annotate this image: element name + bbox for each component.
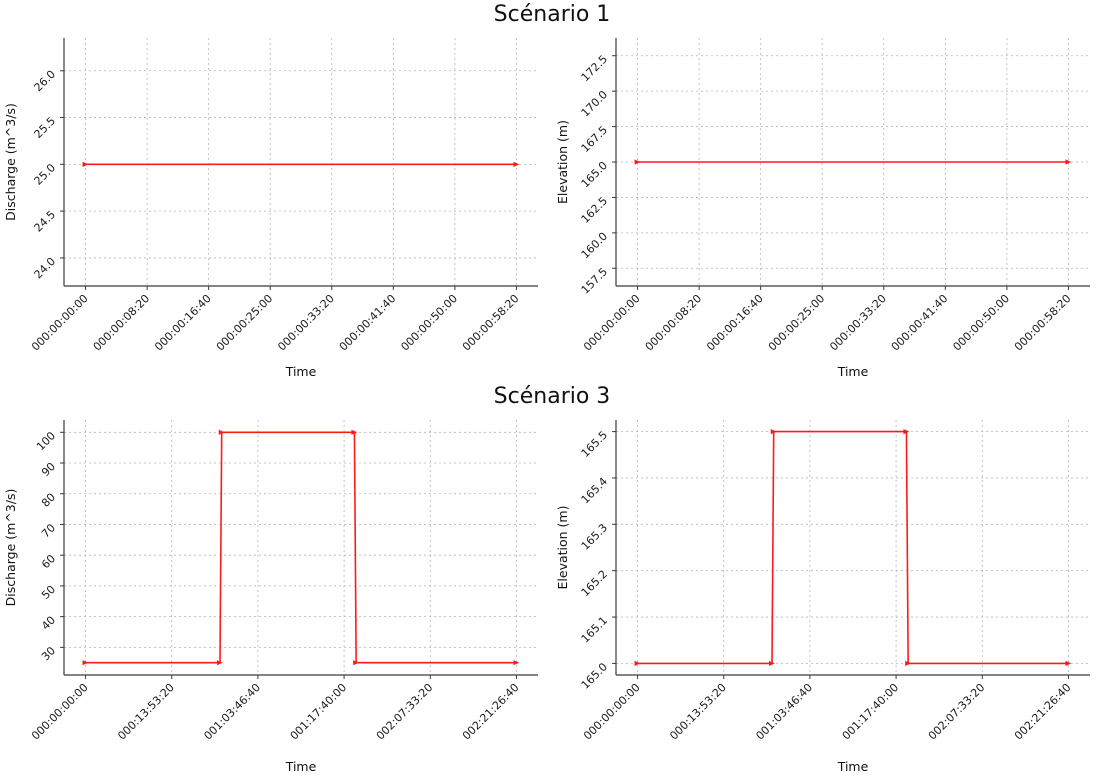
scenario1-row: 000:00:00:00 000:00:08:20 000:00:16:40 000:… bbox=[0, 30, 1104, 382]
x-tick-label: 000:00:58:20 bbox=[460, 292, 522, 354]
y-tick-label: 25.0 bbox=[32, 161, 59, 188]
y-tick-label: 30 bbox=[39, 644, 58, 663]
x-tick-label: 000:13:53:20 bbox=[115, 681, 177, 743]
chart-scenario1-discharge: 000:00:00:00 000:00:08:20 000:00:16:40 000:… bbox=[0, 30, 552, 382]
point-marker bbox=[513, 660, 520, 666]
x-tick-label: 002:21:26:40 bbox=[460, 681, 522, 743]
y-tick-label: 60 bbox=[39, 552, 58, 571]
scenario3-row: 000:00:00:00 000:13:53:20 001:03:46:40 001:… bbox=[0, 412, 1104, 777]
point-marker bbox=[770, 428, 777, 435]
y-tick-label: 24.0 bbox=[32, 255, 59, 282]
x-tick-label: 000:00:25:00 bbox=[214, 292, 276, 354]
y-tick-label: 70 bbox=[39, 521, 58, 540]
scenario1-discharge-svg: 000:00:00:00 000:00:08:20 000:00:16:40 000:… bbox=[3, 38, 538, 379]
x-tick-label: 000:00:00:00 bbox=[29, 681, 91, 743]
x-tick-label: 000:00:50:00 bbox=[398, 292, 460, 354]
x-tick-label: 000:00:00:00 bbox=[581, 681, 643, 743]
point-marker bbox=[634, 159, 641, 165]
x-tick-label: 000:00:41:40 bbox=[889, 292, 951, 354]
x-tick-label: 001:03:46:40 bbox=[201, 681, 263, 743]
scenario1-title: Scénario 1 bbox=[493, 2, 611, 27]
point-marker bbox=[82, 161, 89, 167]
x-tick-label: 000:00:58:20 bbox=[1012, 292, 1074, 354]
point-marker bbox=[1065, 660, 1072, 667]
y-tick-label: 165.1 bbox=[579, 614, 610, 645]
y-tick-label: 160.0 bbox=[579, 230, 610, 261]
y-tick-label: 162.5 bbox=[579, 194, 610, 225]
x-tick-label: 000:00:16:40 bbox=[704, 292, 766, 354]
x-axis-label: Time bbox=[285, 364, 317, 379]
point-marker bbox=[353, 660, 359, 666]
y-tick-label: 157.5 bbox=[579, 265, 610, 296]
x-tick-label: 000:00:08:20 bbox=[91, 292, 153, 354]
y-tick-label: 80 bbox=[39, 491, 58, 510]
y-axis-label: Discharge (m^3/s) bbox=[3, 489, 18, 607]
y-tick-label: 165.3 bbox=[579, 521, 610, 552]
x-tick-label: 000:00:08:20 bbox=[643, 292, 705, 354]
y-tick-label: 26.0 bbox=[32, 68, 59, 95]
point-marker bbox=[513, 161, 520, 167]
chart-scenario3-discharge: 000:00:00:00 000:13:53:20 001:03:46:40 001:… bbox=[0, 412, 552, 777]
point-marker bbox=[903, 428, 910, 435]
point-marker bbox=[634, 660, 641, 667]
x-tick-label: 000:00:00:00 bbox=[29, 292, 91, 354]
point-marker bbox=[905, 660, 911, 667]
point-marker bbox=[82, 660, 89, 666]
y-tick-label: 40 bbox=[39, 614, 58, 633]
y-tick-label: 165.0 bbox=[579, 159, 610, 190]
x-tick-label: 001:03:46:40 bbox=[753, 681, 815, 743]
x-tick-label: 001:17:40:00 bbox=[840, 681, 902, 743]
x-tick-label: 000:00:33:20 bbox=[275, 292, 337, 354]
y-tick-label: 165.0 bbox=[579, 660, 610, 691]
y-axis-label: Discharge (m^3/s) bbox=[3, 103, 18, 221]
x-tick-label: 002:21:26:40 bbox=[1012, 681, 1074, 743]
chart-scenario3-elevation: 000:00:00:00 000:13:53:20 001:03:46:40 001:… bbox=[552, 412, 1104, 777]
scenario3-elevation-svg: 000:00:00:00 000:13:53:20 001:03:46:40 001:… bbox=[555, 420, 1090, 774]
x-axis-label: Time bbox=[285, 759, 317, 774]
y-tick-label: 25.5 bbox=[32, 114, 59, 141]
scenario1-elevation-svg: 000:00:00:00 000:00:08:20 000:00:16:40 000:… bbox=[555, 38, 1090, 379]
y-tick-label: 165.5 bbox=[579, 429, 610, 460]
x-axis-label: Time bbox=[837, 759, 869, 774]
point-marker bbox=[1065, 159, 1072, 165]
x-tick-label: 000:00:25:00 bbox=[766, 292, 828, 354]
point-marker bbox=[216, 660, 223, 666]
y-tick-label: 165.2 bbox=[579, 568, 610, 599]
y-axis-label: Elevation (m) bbox=[555, 506, 570, 590]
x-tick-label: 000:00:16:40 bbox=[152, 292, 214, 354]
y-tick-label: 50 bbox=[39, 583, 58, 602]
scenario3-title: Scénario 3 bbox=[493, 384, 611, 409]
point-marker bbox=[768, 660, 775, 667]
x-axis-label: Time bbox=[837, 364, 869, 379]
scenario3-discharge-svg: 000:00:00:00 000:13:53:20 001:03:46:40 001:… bbox=[3, 420, 538, 774]
x-tick-label: 002:07:33:20 bbox=[374, 681, 436, 743]
y-tick-label: 100 bbox=[34, 429, 58, 453]
x-tick-label: 000:00:41:40 bbox=[337, 292, 399, 354]
x-tick-label: 000:00:33:20 bbox=[827, 292, 889, 354]
point-marker bbox=[351, 429, 358, 435]
y-tick-label: 165.4 bbox=[579, 475, 610, 506]
x-tick-label: 000:00:00:00 bbox=[581, 292, 643, 354]
y-axis-label: Elevation (m) bbox=[555, 120, 570, 204]
x-tick-label: 001:17:40:00 bbox=[288, 681, 350, 743]
y-tick-label: 172.5 bbox=[579, 53, 610, 84]
y-tick-label: 24.5 bbox=[32, 208, 59, 235]
x-tick-label: 000:00:50:00 bbox=[950, 292, 1012, 354]
chart-scenario1-elevation: 000:00:00:00 000:00:08:20 000:00:16:40 000:… bbox=[552, 30, 1104, 382]
series-line bbox=[85, 431, 517, 664]
x-tick-label: 002:07:33:20 bbox=[926, 681, 988, 743]
point-marker bbox=[218, 429, 225, 435]
y-tick-label: 167.5 bbox=[579, 124, 610, 155]
x-tick-label: 000:13:53:20 bbox=[667, 681, 729, 743]
y-tick-label: 170.0 bbox=[579, 88, 610, 119]
series-line bbox=[637, 430, 1069, 665]
y-tick-label: 90 bbox=[39, 460, 58, 479]
